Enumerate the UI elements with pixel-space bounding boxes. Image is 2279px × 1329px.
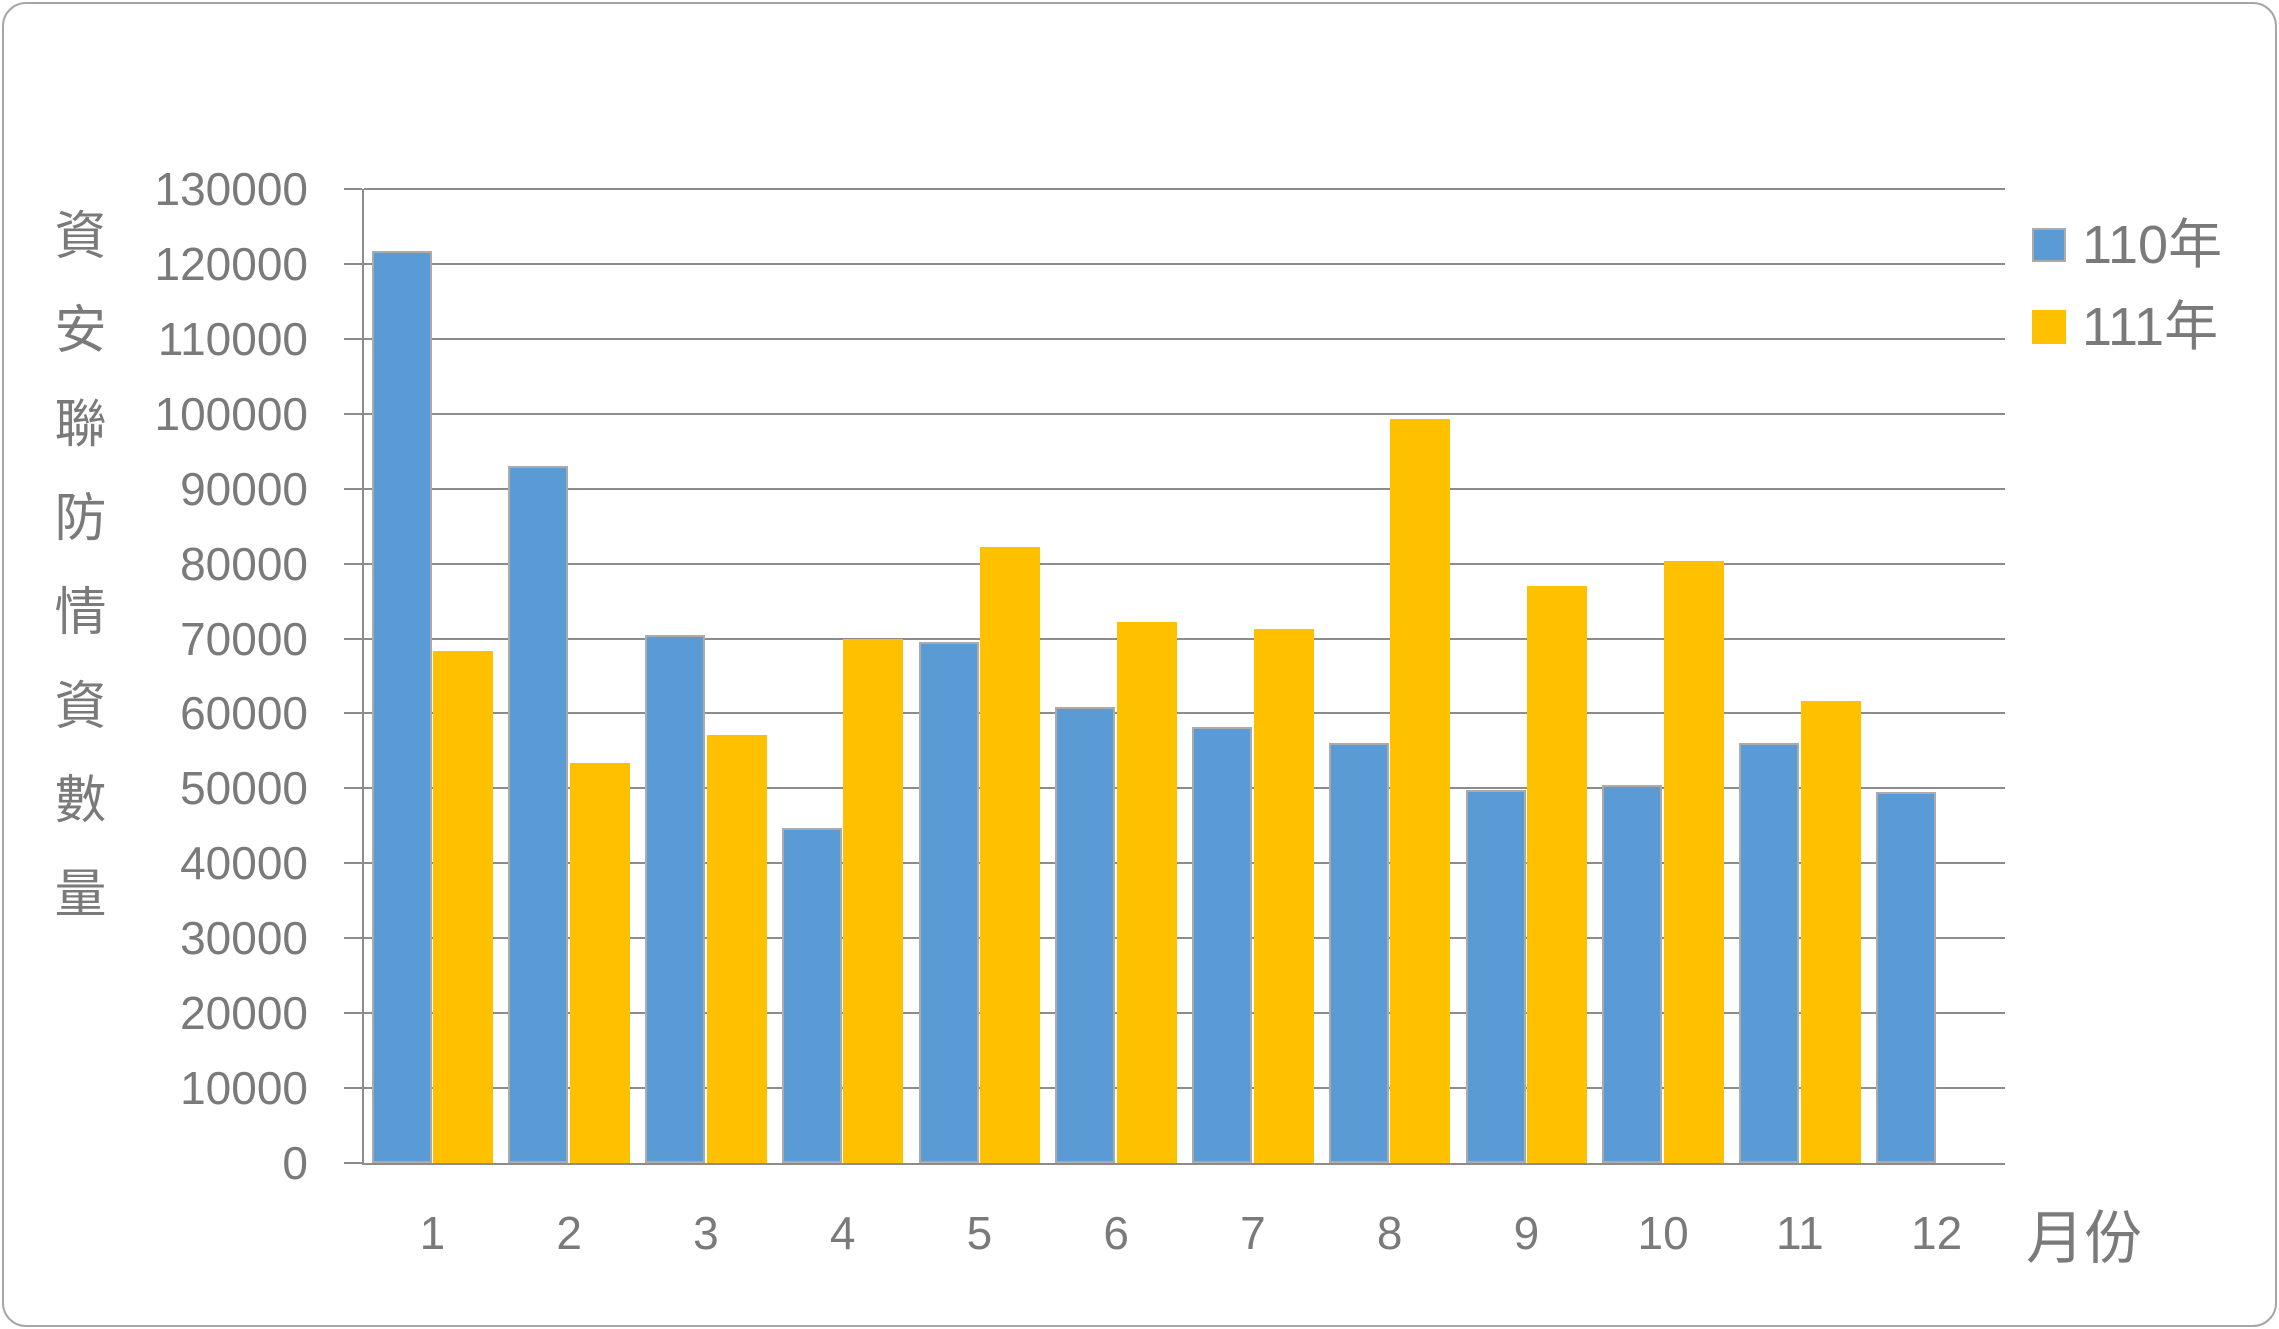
legend: 110年 111年 [2032, 216, 2222, 356]
y-axis-line [362, 189, 364, 1163]
y-tick-70000 [344, 637, 362, 640]
bar-110年-month-12 [1875, 792, 1936, 1163]
bar-110年-month-5 [918, 642, 979, 1163]
bar-111年-month-9 [1527, 586, 1588, 1163]
legend-swatch-110 [2032, 228, 2066, 262]
legend-swatch-111 [2032, 310, 2066, 344]
x-tick-label-5: 5 [966, 1207, 993, 1259]
bar-111年-month-4 [843, 638, 904, 1163]
y-tick-label-10000: 10000 [180, 1062, 308, 1115]
gridline-80000 [364, 562, 2005, 565]
y-tick-label-120000: 120000 [154, 237, 309, 290]
gridline-20000 [364, 1012, 2005, 1015]
gridline-10000 [364, 1087, 2005, 1090]
x-tick-label-11: 11 [1775, 1207, 1824, 1259]
gridline-120000 [364, 262, 2005, 265]
y-tick-40000 [344, 862, 362, 865]
plot-area [344, 188, 2005, 1165]
gridline-130000 [364, 188, 2005, 190]
y-tick-label-90000: 90000 [180, 462, 308, 515]
bar-111年-month-3 [706, 735, 767, 1163]
gridline-50000 [364, 787, 2005, 790]
y-tick-10000 [344, 1087, 362, 1090]
y-tick-label-130000: 130000 [154, 163, 309, 215]
bar-110年-month-8 [1328, 743, 1389, 1163]
y-tick-20000 [344, 1012, 362, 1015]
y-tick-label-0: 0 [282, 1137, 308, 1189]
legend-item-110: 110年 [2032, 216, 2222, 274]
x-tick-label-3: 3 [693, 1207, 719, 1259]
y-tick-0 [344, 1162, 362, 1164]
x-tick-label-4: 4 [829, 1207, 856, 1259]
y-tick-label-20000: 20000 [180, 987, 308, 1040]
x-axis-line [362, 1163, 2005, 1165]
gridline-110000 [364, 337, 2005, 340]
bar-111年-month-5 [980, 547, 1041, 1163]
x-tick-label-10: 10 [1637, 1207, 1689, 1259]
bar-111年-month-7 [1253, 628, 1314, 1163]
x-tick-label-2: 2 [556, 1207, 582, 1259]
bar-110年-month-1 [371, 251, 432, 1163]
y-tick-100000 [344, 412, 362, 415]
y-tick-30000 [344, 937, 362, 940]
y-tick-60000 [344, 712, 362, 715]
y-tick-120000 [344, 262, 362, 265]
y-tick-label-80000: 80000 [180, 537, 308, 590]
y-tick-label-100000: 100000 [154, 387, 309, 440]
bar-111年-month-6 [1116, 622, 1177, 1163]
y-tick-label-60000: 60000 [180, 687, 308, 740]
x-tick-label-7: 7 [1240, 1207, 1266, 1259]
bar-110年-month-3 [645, 634, 706, 1163]
y-tick-label-110000: 110000 [157, 312, 308, 365]
bar-111年-month-1 [433, 651, 494, 1163]
bar-110年-month-10 [1602, 784, 1663, 1163]
y-tick-label-40000: 40000 [180, 837, 308, 890]
y-tick-label-30000: 30000 [180, 912, 308, 965]
x-tick-label-12: 12 [1911, 1207, 1963, 1259]
bar-111年-month-11 [1800, 701, 1861, 1163]
x-tick-label-6: 6 [1103, 1207, 1129, 1259]
gridline-70000 [364, 637, 2005, 640]
bar-110年-month-2 [508, 466, 569, 1163]
gridline-100000 [364, 412, 2005, 415]
y-tick-90000 [344, 487, 362, 490]
gridline-90000 [364, 487, 2005, 490]
bar-110年-month-11 [1739, 742, 1800, 1163]
bar-110年-month-6 [1055, 707, 1116, 1163]
gridline-60000 [364, 712, 2005, 715]
y-tick-80000 [344, 562, 362, 565]
bar-110年-month-7 [1192, 726, 1253, 1163]
x-axis-title: 月份 [2026, 1206, 2143, 1271]
gridline-30000 [364, 937, 2005, 940]
x-tick-label-9: 9 [1513, 1207, 1540, 1259]
bar-110年-month-4 [781, 828, 842, 1163]
y-axis-title: 資安聯防情資數量 [46, 208, 104, 960]
legend-item-111: 111年 [2032, 298, 2222, 356]
y-tick-50000 [344, 787, 362, 790]
legend-label-111: 111年 [2082, 297, 2219, 357]
bar-111年-month-2 [569, 762, 630, 1163]
y-tick-label-70000: 70000 [180, 612, 308, 665]
x-tick-label-1: 1 [419, 1207, 446, 1259]
bar-111年-month-10 [1663, 560, 1724, 1163]
legend-label-110: 110年 [2082, 215, 2223, 275]
bar-111年-month-8 [1390, 419, 1451, 1163]
y-tick-label-50000: 50000 [180, 762, 308, 815]
y-tick-130000 [344, 188, 362, 190]
y-tick-110000 [344, 337, 362, 340]
gridline-40000 [364, 862, 2005, 865]
x-tick-label-8: 8 [1376, 1207, 1403, 1259]
bar-110年-month-9 [1465, 789, 1526, 1163]
